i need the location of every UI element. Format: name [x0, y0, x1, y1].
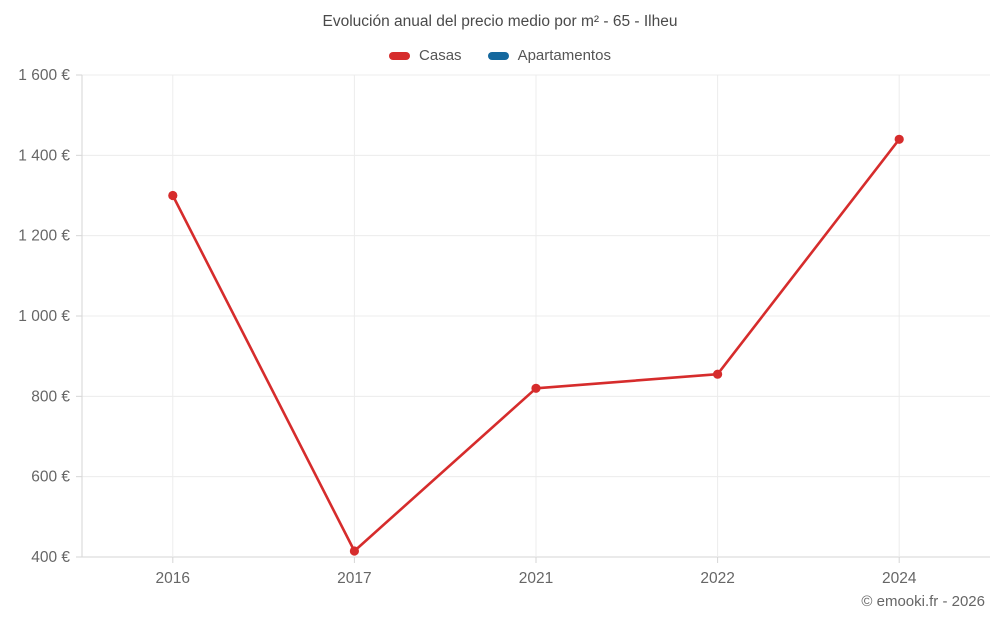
legend: Casas Apartamentos — [0, 47, 1000, 64]
y-axis-tick-label: 1 000 € — [18, 308, 70, 325]
legend-item-casas[interactable]: Casas — [389, 47, 462, 64]
data-point[interactable] — [349, 546, 359, 556]
copyright: © emooki.fr - 2026 — [861, 593, 985, 610]
data-point[interactable] — [894, 134, 904, 144]
y-axis-tick-label: 1 200 € — [18, 228, 70, 245]
legend-label-apartamentos: Apartamentos — [517, 47, 611, 64]
x-axis-tick-label: 2021 — [519, 570, 553, 587]
x-axis-tick-label: 2024 — [882, 570, 917, 587]
casas-swatch-icon — [389, 51, 411, 60]
x-axis-tick-label: 2016 — [156, 570, 190, 587]
data-point[interactable] — [713, 369, 723, 379]
y-axis-tick-label: 800 € — [31, 388, 70, 405]
y-axis-tick-label: 1 400 € — [18, 147, 70, 164]
legend-label-casas: Casas — [419, 47, 462, 64]
data-point[interactable] — [168, 190, 178, 201]
data-point[interactable] — [531, 383, 541, 393]
y-axis-tick-label: 1 600 € — [18, 67, 70, 84]
y-axis-tick-label: 600 € — [31, 469, 70, 486]
y-axis-tick-label: 400 € — [31, 549, 70, 566]
legend-item-apartamentos[interactable]: Apartamentos — [487, 47, 611, 64]
x-axis-tick-label: 2022 — [700, 570, 734, 587]
apartamentos-swatch-icon — [487, 51, 509, 60]
chart-title: Evolución anual del precio medio por m² … — [322, 13, 678, 30]
x-axis-tick-label: 2017 — [337, 570, 371, 587]
